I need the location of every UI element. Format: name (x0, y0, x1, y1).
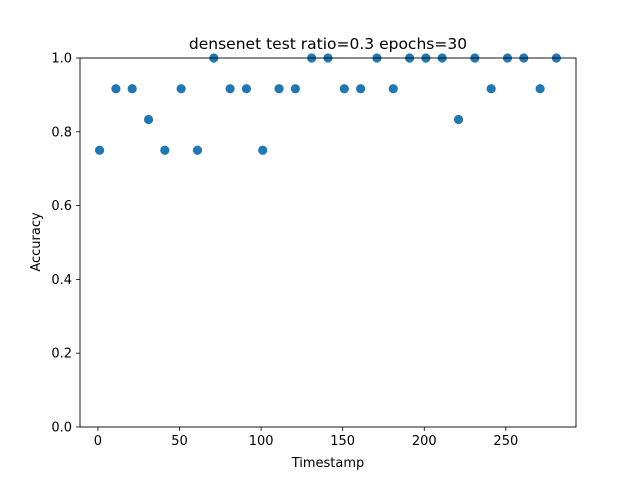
data-point (274, 84, 284, 94)
x-axis-label: Timestamp (291, 456, 365, 471)
data-point (143, 114, 154, 125)
y-tick-label: 0.0 (51, 421, 72, 436)
x-tick-label: 250 (493, 434, 518, 449)
data-point (453, 114, 464, 125)
data-point (160, 145, 170, 155)
y-tick-label: 0.4 (51, 273, 72, 288)
data-point (356, 84, 366, 94)
data-point (290, 84, 300, 94)
data-point (176, 84, 186, 94)
data-point (535, 84, 545, 94)
data-point (94, 145, 105, 155)
data-point (192, 145, 203, 155)
y-tick-label: 0.2 (51, 347, 72, 362)
y-axis-label: Accuracy (29, 212, 44, 272)
y-tick-label: 1.0 (51, 52, 72, 67)
plot-area: 0 50 100 150 200 250 0.0 0.2 0.4 0.6 0.8 1.0 (51, 52, 577, 449)
x-tick-label: 50 (171, 434, 188, 449)
chart-title: densenet test ratio=0.3 epochs=30 (189, 35, 467, 53)
x-tick-label: 200 (412, 434, 437, 449)
data-point (225, 84, 235, 94)
x-tick-label: 100 (249, 434, 274, 449)
data-point (111, 84, 121, 94)
x-tick-label: 0 (94, 434, 102, 449)
y-tick-label: 0.8 (51, 125, 72, 140)
data-point (127, 84, 137, 94)
data-point (241, 84, 252, 94)
y-tick-label: 0.6 (51, 199, 72, 214)
data-point (258, 145, 268, 155)
data-point (486, 84, 496, 94)
x-tick-label: 150 (330, 434, 355, 449)
data-point (388, 84, 398, 94)
axes-frame (79, 57, 577, 428)
data-point (339, 84, 349, 94)
